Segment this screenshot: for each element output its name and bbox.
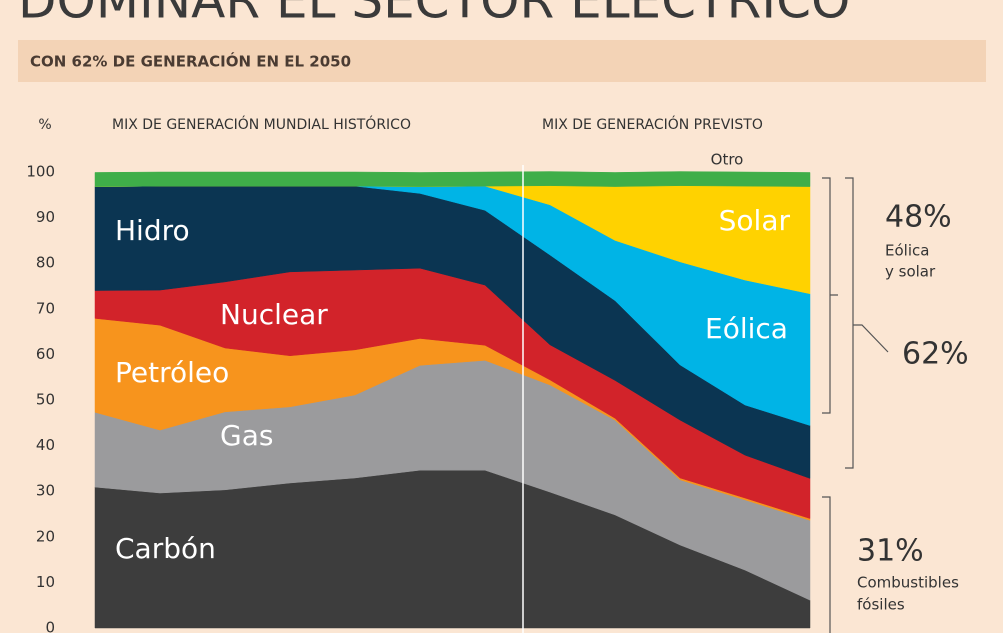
- section-label: MIX DE GENERACIÓN PREVISTO: [542, 115, 763, 133]
- series-label: Nuclear: [220, 298, 328, 331]
- y-tick-label: 0: [45, 619, 55, 633]
- annotation: Combustibles: [857, 574, 959, 592]
- y-tick-label: 10: [36, 573, 55, 591]
- bracket: [822, 496, 831, 633]
- chart-title: DOMINAR EL SECTOR ELÉCTRICO: [18, 0, 850, 30]
- annotation: fósiles: [857, 596, 905, 614]
- y-tick-label: 80: [36, 254, 55, 272]
- subtitle-bar: [18, 40, 986, 82]
- annotation: 31%: [857, 534, 924, 569]
- y-tick-label: 90: [36, 208, 55, 226]
- area: [94, 171, 811, 187]
- y-tick-label: 50: [36, 391, 55, 409]
- y-tick-label: 40: [36, 436, 55, 454]
- y-tick-label: 20: [36, 527, 55, 545]
- y-tick-label: 100: [26, 163, 55, 181]
- annotation: 62%: [902, 337, 969, 372]
- series-label: Hidro: [115, 214, 190, 247]
- series-label: Otro: [711, 151, 744, 169]
- series-label: Gas: [220, 419, 273, 452]
- series-label: Petróleo: [115, 356, 229, 389]
- bracket: [845, 177, 889, 469]
- section-label: MIX DE GENERACIÓN MUNDIAL HISTÓRICO: [112, 115, 411, 133]
- y-axis-label: %: [38, 117, 51, 133]
- y-tick-label: 70: [36, 299, 55, 317]
- bracket: [822, 177, 838, 414]
- y-tick-label: 60: [36, 345, 55, 363]
- series-label: Carbón: [115, 532, 216, 565]
- annotation: Eólica: [885, 242, 929, 260]
- annotation: y solar: [885, 263, 936, 281]
- series-label: Solar: [719, 204, 791, 237]
- y-tick-label: 30: [36, 482, 55, 500]
- series-label: Eólica: [705, 312, 788, 345]
- annotation: 48%: [885, 200, 952, 235]
- plot-area: [94, 171, 811, 629]
- chart-subtitle: CON 62% DE GENERACIÓN EN EL 2050: [30, 52, 351, 71]
